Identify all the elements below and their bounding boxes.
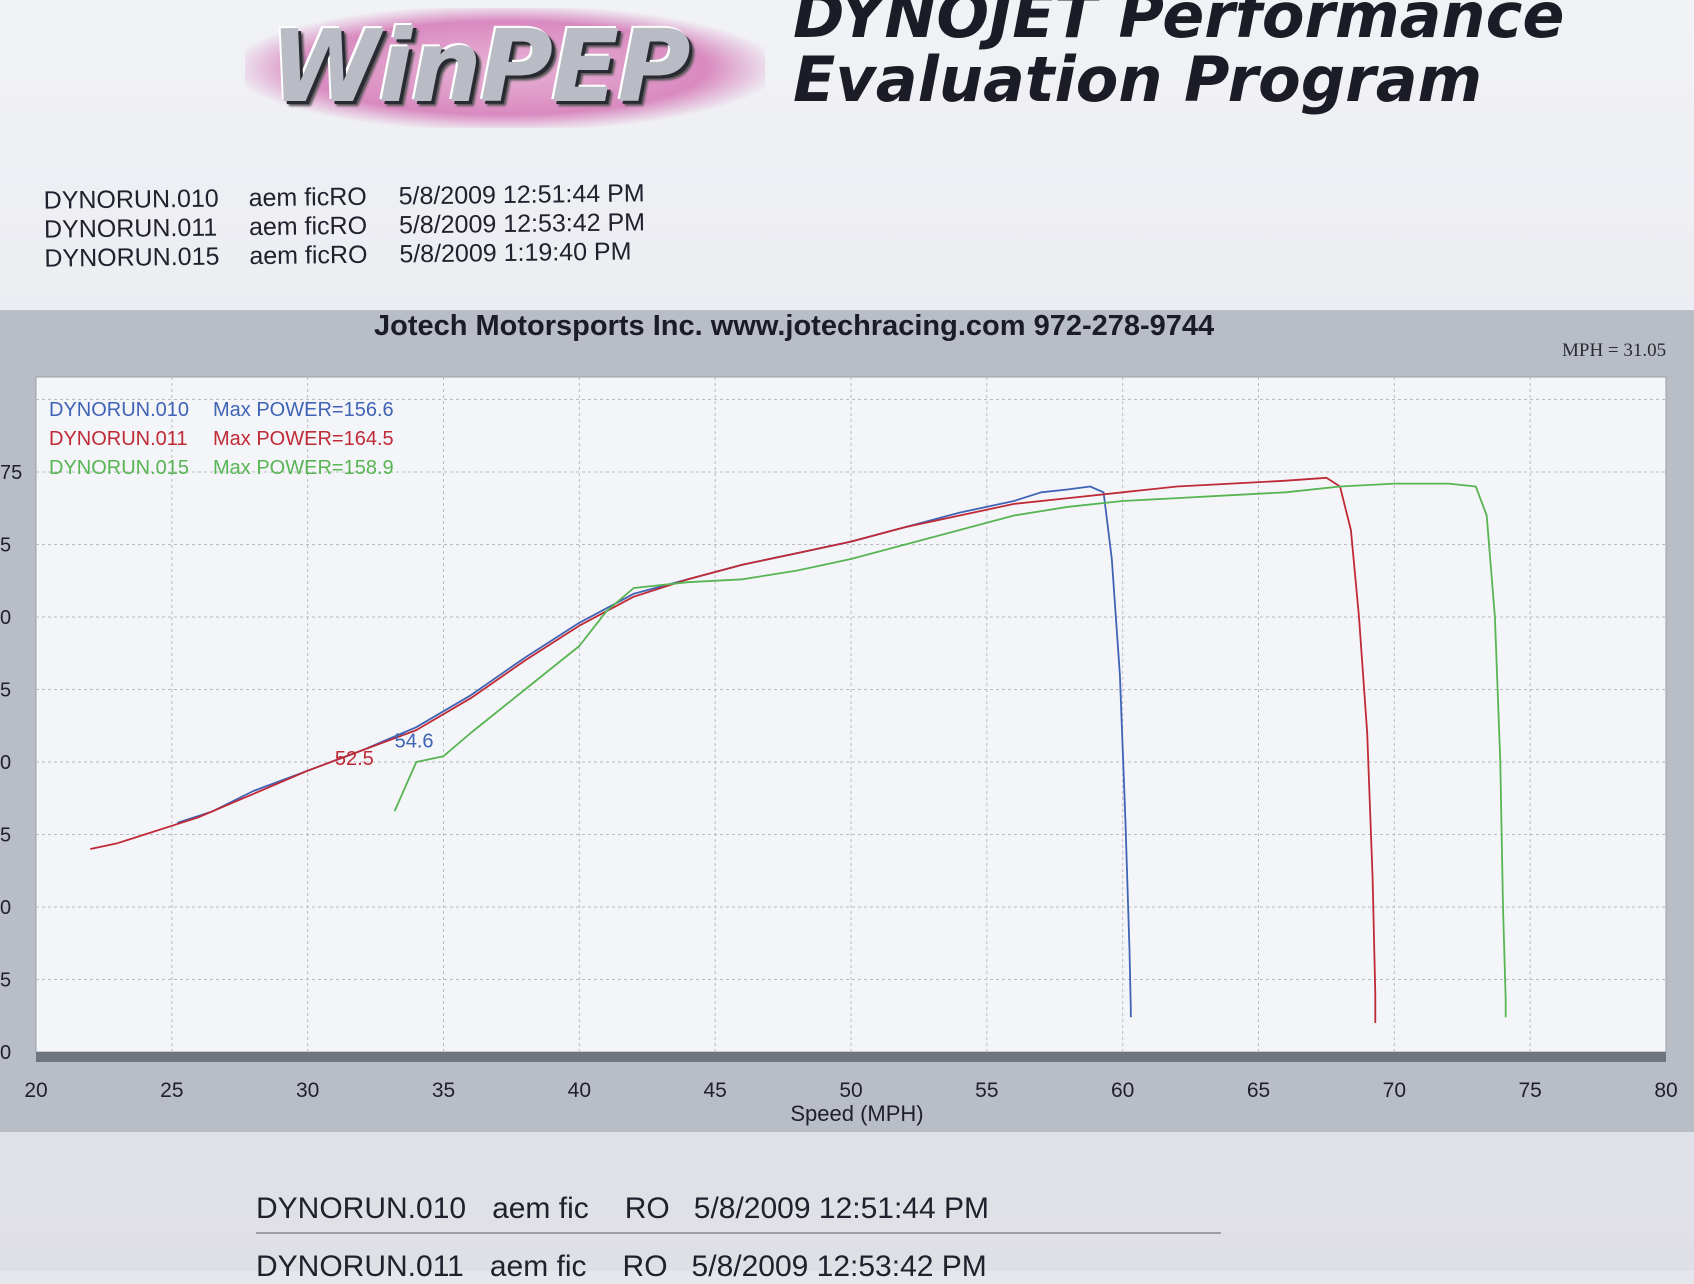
legend-max-power: Max POWER=158.9 [213, 457, 394, 479]
footer-run-row: DYNORUN.010 aem fic RO 5/8/2009 12:51:44 PM [256, 1192, 989, 1226]
x-tick-label: 70 [1383, 1079, 1406, 1102]
program-title: DYNOJET Performance Evaluation Program [793, 0, 1564, 112]
x-axis-bar [36, 1052, 1666, 1062]
footer-run-description: aem fic [492, 1192, 589, 1225]
footer-next-run-datetime: 5/8/2009 12:53:42 PM [691, 1250, 987, 1283]
footer-next-run-description: aem fic [489, 1250, 587, 1283]
y-tick-label: 5 [0, 680, 11, 702]
program-title-line2: Evaluation Program [793, 43, 1483, 116]
y-tick-label: 5 [0, 535, 11, 557]
legend-run-name: DYNORUN.011 [49, 428, 188, 450]
footer-run-ro: RO [624, 1192, 670, 1225]
y-tick-label: 5 [0, 825, 11, 847]
footer-next-run-ro: RO [622, 1250, 668, 1283]
x-tick-label: 40 [568, 1079, 591, 1102]
data-annotation: 52.5 [335, 748, 374, 770]
y-tick-label: 0 [0, 897, 11, 919]
series-line-dynorun-015 [393, 482, 1507, 1018]
legend-run-name: DYNORUN.010 [49, 399, 189, 421]
legend-max-power: Max POWER=164.5 [213, 428, 394, 450]
cursor-readout: MPH = 31.05 [1562, 340, 1667, 361]
footer-divider [256, 1232, 1221, 1234]
winpep-logo-text: WinPEP [270, 8, 691, 125]
x-tick-label: 75 [1518, 1079, 1541, 1102]
legend-max-power: Max POWER=156.6 [213, 399, 394, 421]
y-tick-label: 0 [0, 1042, 11, 1064]
x-tick-label: 45 [703, 1079, 726, 1102]
y-tick-label: 0 [0, 752, 11, 774]
winpep-logo [245, 8, 765, 128]
x-tick-label: 35 [432, 1079, 455, 1102]
x-axis-title: Speed (MPH) [790, 1101, 923, 1126]
y-tick-label: 75 [0, 462, 22, 484]
y-tick-label: 0 [0, 607, 11, 629]
x-tick-label: 55 [975, 1079, 998, 1102]
legend-run-name: DYNORUN.015 [49, 457, 189, 479]
footer-run-row-next: DYNORUN.011 aem fic RO 5/8/2009 12:53:42 PM [256, 1250, 987, 1284]
x-tick-label: 20 [24, 1079, 47, 1102]
x-tick-label: 25 [160, 1079, 183, 1102]
x-tick-label: 65 [1247, 1079, 1270, 1102]
series-line-dynorun-011 [90, 476, 1377, 1023]
x-tick-label: 60 [1111, 1079, 1134, 1102]
x-tick-label: 50 [839, 1079, 862, 1102]
x-tick-label: 30 [296, 1079, 319, 1102]
x-tick-label: 80 [1654, 1079, 1677, 1102]
footer-run-name: DYNORUN.010 [256, 1192, 467, 1225]
data-annotation: 54.6 [395, 731, 434, 753]
footer-next-run-name: DYNORUN.011 [256, 1250, 464, 1283]
program-title-line1: DYNOJET Performance [793, 0, 1565, 52]
shop-banner: Jotech Motorsports Inc. www.jotechracing… [374, 310, 1215, 342]
footer-run-datetime: 5/8/2009 12:51:44 PM [693, 1192, 989, 1225]
y-tick-label: 5 [0, 970, 11, 992]
